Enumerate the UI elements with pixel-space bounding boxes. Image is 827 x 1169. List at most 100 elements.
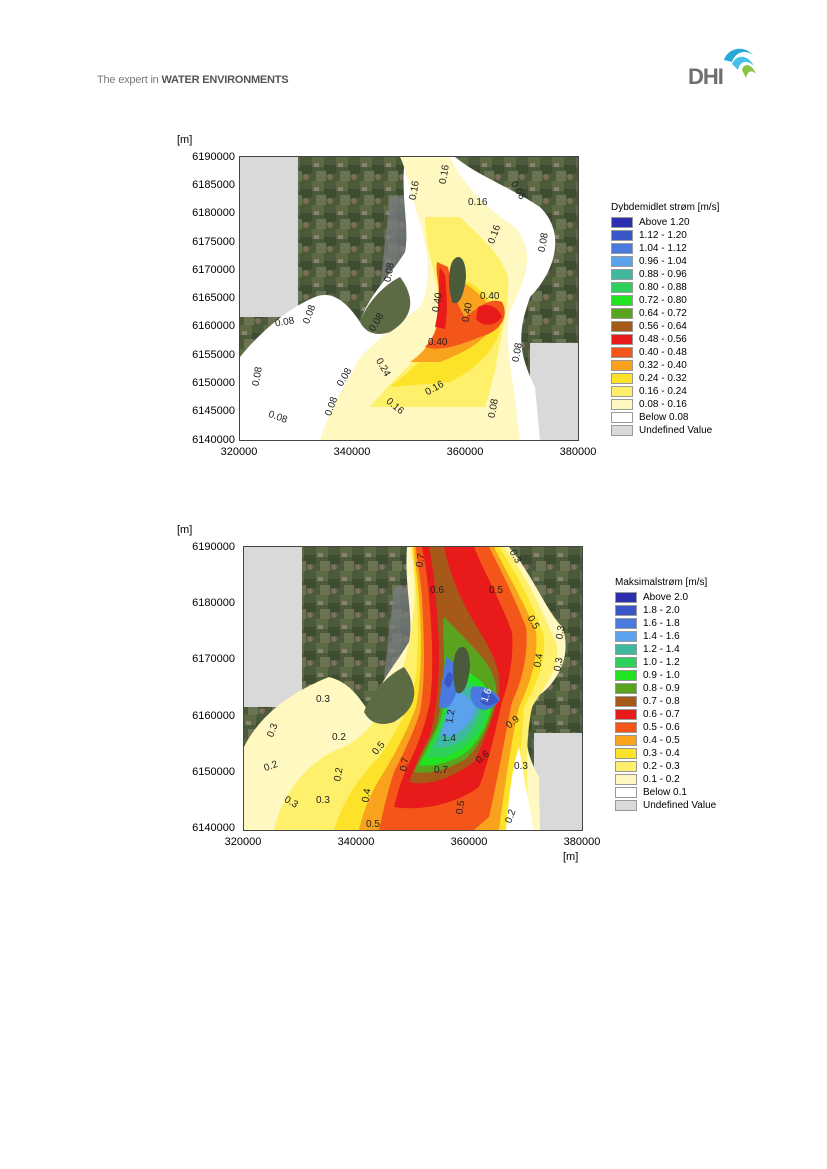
- contour-label: 0.24: [373, 356, 393, 379]
- contour-label: 0.3: [552, 656, 566, 673]
- legend-item: 1.2 - 1.4: [615, 643, 716, 656]
- legend-label: 0.32 - 0.40: [639, 360, 687, 371]
- contour-label: 0.7: [434, 765, 448, 776]
- y-tick: 6180000: [192, 207, 235, 219]
- y-tick: 6150000: [192, 766, 235, 778]
- contour-label: 0.16: [486, 223, 504, 246]
- legend-label: 0.88 - 0.96: [639, 269, 687, 280]
- legend-label: 0.5 - 0.6: [643, 722, 680, 733]
- current-map-2: 0.7 0.6 0.5 0.3 0.5 0.3 0.4 0.3 0.3 0.2 …: [243, 546, 583, 831]
- x-tick: 360000: [446, 446, 484, 458]
- x-tick: 340000: [337, 836, 375, 848]
- legend-swatch: [611, 373, 633, 384]
- x-tick: 320000: [224, 836, 262, 848]
- contour-label: 0.2: [262, 758, 280, 775]
- current-map-1-graphic: [240, 157, 578, 440]
- legend-swatch: [615, 657, 637, 668]
- legend-label: Above 2.0: [643, 592, 689, 603]
- logo-text: DHI: [688, 64, 724, 89]
- legend-label: 0.4 - 0.5: [643, 735, 680, 746]
- contour-label: 0.7: [414, 552, 428, 569]
- legend-swatch: [611, 347, 633, 358]
- x-tick: 320000: [220, 446, 258, 458]
- contour-label: 0.08: [301, 303, 319, 326]
- legend-swatch: [611, 282, 633, 293]
- legend-item: 0.3 - 0.4: [615, 747, 716, 760]
- tagline-plain: The expert in: [97, 74, 162, 86]
- y-tick: 6145000: [192, 405, 235, 417]
- legend-label: 0.40 - 0.48: [639, 347, 687, 358]
- legend-item: 0.56 - 0.64: [611, 320, 719, 333]
- y-tick: 6185000: [192, 179, 235, 191]
- contour-label: 0.08: [323, 395, 341, 418]
- legend-label: 0.16 - 0.24: [639, 386, 687, 397]
- legend-label: 1.0 - 1.2: [643, 657, 680, 668]
- legend-label: 0.8 - 0.9: [643, 683, 680, 694]
- contour-label: 0.08: [536, 231, 551, 254]
- contour-label: 0.40: [460, 301, 475, 324]
- y-tick: 6165000: [192, 292, 235, 304]
- x-tick: 380000: [563, 836, 601, 848]
- contour-label: 0.5: [489, 585, 503, 596]
- legend-label: 0.56 - 0.64: [639, 321, 687, 332]
- legend-rows: Above 1.20 1.12 - 1.20 1.04 - 1.12 0.96 - 1…: [611, 216, 719, 437]
- legend-label: 1.8 - 2.0: [643, 605, 680, 616]
- contour-label: 0.40: [428, 337, 448, 348]
- legend-swatch: [611, 321, 633, 332]
- legend-label: 0.7 - 0.8: [643, 696, 680, 707]
- legend-label: 1.12 - 1.20: [639, 230, 687, 241]
- legend-swatch: [615, 696, 637, 707]
- legend-swatch: [615, 592, 637, 603]
- legend-swatch: [615, 722, 637, 733]
- contour-label: 0.08: [486, 397, 501, 420]
- y-tick: 6140000: [192, 434, 235, 446]
- contour-label: 1.6: [479, 687, 495, 704]
- legend-item: 0.88 - 0.96: [611, 268, 719, 281]
- contour-label: 0.16: [407, 179, 422, 202]
- contour-label: 0.08: [250, 365, 265, 388]
- legend-item: 0.32 - 0.40: [611, 359, 719, 372]
- legend-item: Undefined Value: [615, 799, 716, 812]
- contour-label: 0.2: [503, 808, 519, 825]
- legend-item: 1.04 - 1.12: [611, 242, 719, 255]
- legend-item: 0.7 - 0.8: [615, 695, 716, 708]
- legend-swatch: [615, 800, 637, 811]
- legend-item: Below 0.1: [615, 786, 716, 799]
- contour-label: 0.40: [480, 291, 500, 302]
- contour-label: 0.2: [332, 732, 346, 743]
- contour-label: 0.3: [265, 722, 281, 739]
- legend-swatch: [615, 631, 637, 642]
- contour-label: 0.3: [316, 795, 330, 806]
- legend-label: Below 0.08: [639, 412, 689, 423]
- contour-label: 0.08: [274, 315, 296, 330]
- contour-label: 0.5: [454, 799, 468, 816]
- legend-label: 0.24 - 0.32: [639, 373, 687, 384]
- contour-label: 1.4: [442, 733, 456, 744]
- legend-label: Undefined Value: [639, 425, 713, 436]
- current-map-1: 0.16 0.16 0.08 0.16 0.16 0.08 0.08 0.08 …: [239, 156, 579, 441]
- dhi-wave-icon: [724, 48, 756, 78]
- legend-swatch: [611, 256, 633, 267]
- y-axis-unit: [m]: [177, 134, 193, 146]
- x-axis-unit: [m]: [563, 851, 579, 863]
- y-tick: 6170000: [192, 653, 235, 665]
- legend-swatch: [615, 644, 637, 655]
- contour-label: 0.08: [367, 311, 387, 334]
- y-tick: 6175000: [192, 236, 235, 248]
- legend-label: 1.04 - 1.12: [639, 243, 687, 254]
- legend-item: 0.96 - 1.04: [611, 255, 719, 268]
- legend-item: 1.4 - 1.6: [615, 630, 716, 643]
- legend-item: 0.24 - 0.32: [611, 372, 719, 385]
- contour-label: 0.3: [282, 794, 300, 811]
- contour-label: 0.3: [316, 694, 330, 705]
- contour-label: 0.4: [532, 652, 546, 669]
- legend-label: 0.08 - 0.16: [639, 399, 687, 410]
- legend-swatch: [611, 399, 633, 410]
- contour-label: 0.5: [366, 819, 380, 830]
- y-tick: 6160000: [192, 320, 235, 332]
- legend-title: Maksimalstrøm [m/s]: [615, 577, 708, 588]
- legend-label: 1.2 - 1.4: [643, 644, 680, 655]
- y-axis-unit: [m]: [177, 524, 193, 536]
- legend-label: 0.1 - 0.2: [643, 774, 680, 785]
- contour-label: 0.5: [370, 739, 388, 758]
